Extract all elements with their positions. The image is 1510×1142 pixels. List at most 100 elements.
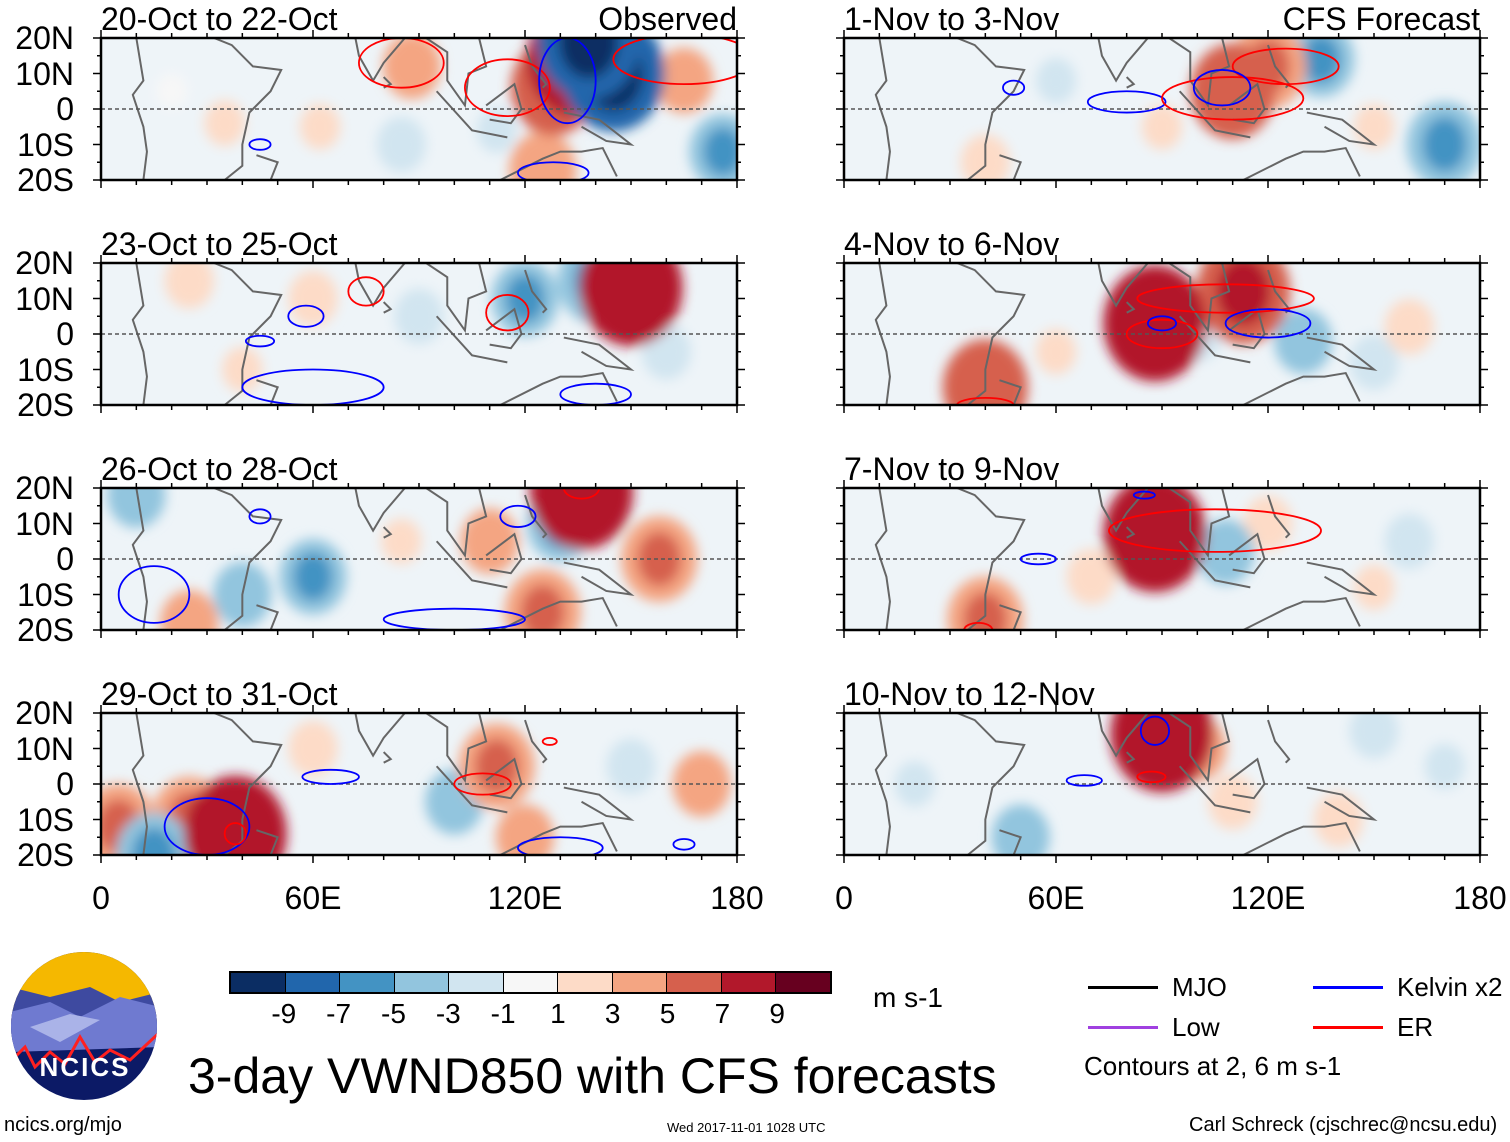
anomaly-blob <box>299 104 341 150</box>
coastline <box>334 38 406 83</box>
lat-tick-label: 20N <box>15 695 74 731</box>
anomaly-blob <box>1349 713 1399 759</box>
lon-tick-label: 180 <box>1453 880 1507 916</box>
kelvin-contour <box>248 138 272 151</box>
coastline <box>1306 336 1378 372</box>
anomaly-core <box>703 127 737 176</box>
colorbar-swatch <box>558 973 613 992</box>
anomaly-blob <box>672 751 731 817</box>
er-contour <box>347 276 385 307</box>
lon-tick-label: 120E <box>1230 880 1306 916</box>
anomaly-blob <box>164 263 214 309</box>
panel-title: 23-Oct to 25-Oct <box>101 226 338 262</box>
anomaly-core <box>1422 117 1467 172</box>
lon-tick-label: 180 <box>710 880 764 916</box>
coastline <box>1168 263 1231 334</box>
footer-url[interactable]: ncics.org/mjo <box>4 1114 122 1136</box>
er-contour <box>1125 318 1199 350</box>
lat-tick-label: 20S <box>17 387 74 423</box>
coastline <box>1168 488 1231 559</box>
coastline <box>524 719 548 764</box>
anomaly-blob <box>288 270 338 327</box>
lat-tick-label: 20N <box>15 245 74 281</box>
coastline <box>524 494 548 539</box>
er-contour <box>1108 508 1322 553</box>
lat-tick-label: 10N <box>15 280 74 317</box>
anomaly-blob <box>1384 299 1434 355</box>
legend-label: Kelvin x2 <box>1397 972 1503 1002</box>
anomaly-blob <box>476 107 517 153</box>
coastline <box>1125 76 1136 89</box>
anomaly-core <box>559 38 619 79</box>
coastline <box>131 263 148 405</box>
coastline <box>1077 488 1149 533</box>
lat-tick-label: 10N <box>15 730 74 767</box>
lat-tick-label: 0 <box>56 766 74 802</box>
coastline <box>213 488 283 630</box>
coastline <box>213 38 283 180</box>
footer-timestamp: Wed 2017-11-01 1028 UTC <box>667 1120 826 1135</box>
coastline <box>334 713 406 758</box>
legend-label: MJO <box>1172 972 1227 1002</box>
coastline <box>1178 765 1251 814</box>
legend-label: ER <box>1397 1012 1434 1042</box>
map-panel <box>836 30 1488 188</box>
kelvin-contour <box>287 304 325 328</box>
coastline <box>1267 719 1291 764</box>
lon-tick-label: 0 <box>92 880 110 916</box>
anomaly-blob <box>606 738 656 794</box>
kelvin-contour <box>241 368 385 405</box>
anomaly-blob <box>204 100 245 146</box>
anomaly-blob <box>1035 57 1077 104</box>
coastline <box>874 263 891 405</box>
coastline <box>499 596 618 630</box>
coastline <box>334 263 406 308</box>
colorbar-swatch <box>340 973 395 992</box>
er-contour <box>223 822 247 846</box>
anomaly-blob <box>107 488 166 528</box>
map-panel <box>93 255 745 413</box>
colorbar-label: -9 <box>271 998 297 1029</box>
panel-title: 10-Nov to 12-Nov <box>844 676 1095 712</box>
coastline <box>1178 315 1251 364</box>
panel-title: 26-Oct to 28-Oct <box>101 451 338 487</box>
lon-tick-label: 60E <box>284 880 342 916</box>
kelvin-contour <box>559 382 632 405</box>
legend-line <box>1088 1026 1158 1029</box>
coastline <box>1242 371 1361 405</box>
colorbar-label: 3 <box>604 998 621 1029</box>
map-panel <box>836 705 1488 863</box>
er-contour <box>485 294 530 332</box>
panel-title: 29-Oct to 31-Oct <box>101 676 338 712</box>
coastline <box>999 829 1022 855</box>
logo-text: NCICS <box>40 1052 131 1082</box>
map-panel <box>836 255 1488 413</box>
coastline <box>1242 146 1361 180</box>
anomaly-blob <box>1243 495 1293 552</box>
coastline <box>382 301 393 314</box>
coastline <box>499 146 618 180</box>
kelvin-contour <box>1224 308 1312 339</box>
coastline <box>382 526 393 539</box>
anomaly-blob <box>1066 549 1116 605</box>
coastline <box>1306 561 1378 597</box>
coastline <box>1306 786 1378 822</box>
coastline <box>1125 526 1136 539</box>
kelvin-contour <box>1002 79 1026 96</box>
anomaly-blob <box>1349 334 1399 391</box>
anomaly-blob <box>991 804 1050 855</box>
coastline <box>131 38 148 180</box>
lat-tick-label: 20S <box>17 612 74 648</box>
er-contour <box>1161 76 1305 121</box>
colorbar-swatch <box>721 973 777 992</box>
kelvin-contour <box>517 836 604 855</box>
er-contour <box>562 488 601 500</box>
coastline <box>213 713 283 855</box>
anomaly-blob <box>1274 308 1333 374</box>
anomaly-blob <box>376 116 426 173</box>
coastline <box>435 90 508 139</box>
coastline <box>563 786 635 822</box>
coastline <box>435 540 508 589</box>
anomaly-core <box>1216 263 1271 325</box>
footer-author: Carl Schreck (cjschrec@ncsu.edu) <box>1189 1114 1498 1136</box>
